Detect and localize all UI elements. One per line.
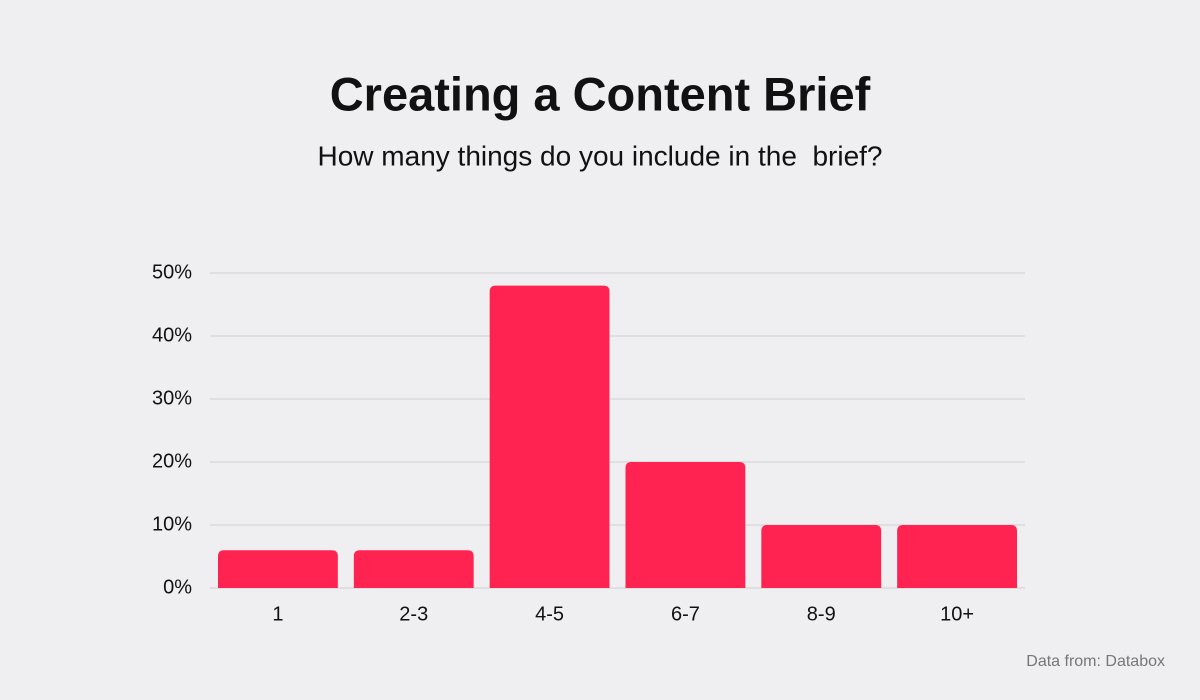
x-tick-label: 10+: [940, 603, 974, 625]
y-tick-label: 30%: [152, 387, 192, 409]
x-tick-label: 1: [272, 603, 283, 625]
x-tick-label: 8-9: [807, 603, 836, 625]
bar: [761, 525, 882, 588]
chart-title: Creating a Content Brief: [330, 67, 871, 120]
y-tick-label: 20%: [152, 450, 192, 472]
bar: [625, 462, 746, 588]
y-tick-label: 10%: [152, 513, 192, 535]
x-tick-label: 6-7: [671, 603, 700, 625]
bar: [353, 550, 474, 588]
chart-subtitle: How many things do you include in the br…: [318, 140, 883, 171]
x-tick-label: 4-5: [535, 603, 564, 625]
y-tick-label: 0%: [163, 576, 192, 598]
source-note: Data from: Databox: [1026, 653, 1165, 670]
bar: [897, 525, 1017, 588]
bar: [218, 550, 338, 588]
x-tick-label: 2-3: [399, 603, 428, 625]
bar: [489, 285, 610, 588]
y-tick-label: 40%: [152, 324, 192, 346]
y-tick-label: 50%: [152, 261, 192, 283]
